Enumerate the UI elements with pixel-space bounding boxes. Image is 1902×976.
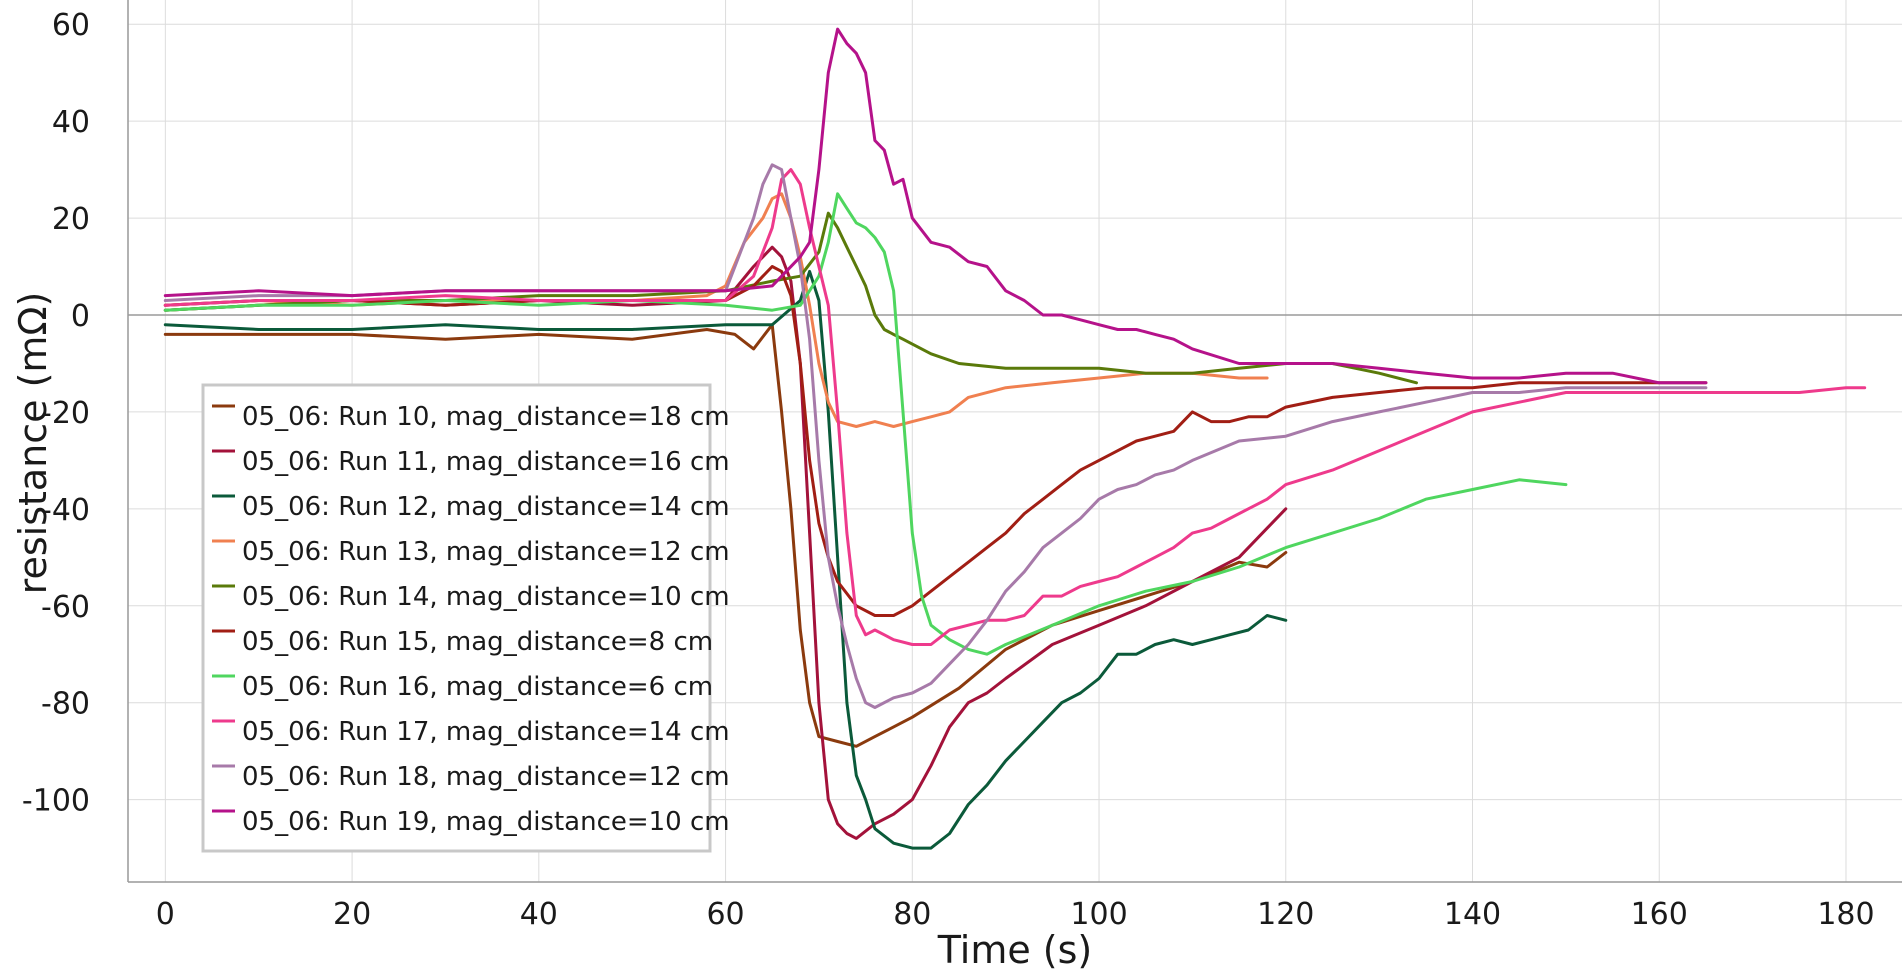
- legend-label: 05_06: Run 19, mag_distance=10 cm: [242, 807, 730, 837]
- y-tick-label: -80: [41, 687, 90, 722]
- series-line-6: [163, 265, 1708, 617]
- x-tick-label: 40: [520, 897, 558, 932]
- legend-label: 05_06: Run 16, mag_distance=6 cm: [242, 672, 713, 702]
- legend-items: 05_06: Run 10, mag_distance=18 cm 05_06: …: [212, 402, 730, 837]
- legend-label: 05_06: Run 12, mag_distance=14 cm: [242, 492, 730, 522]
- series-line-10: [163, 27, 1708, 385]
- series-lines: [163, 27, 1867, 850]
- y-tick-label: -40: [41, 493, 90, 528]
- y-tick-labels: 60 40 20 0 -20 -40 -60 -80 -100: [22, 8, 90, 818]
- x-tick-label: 80: [893, 897, 931, 932]
- series-line-5: [163, 211, 1418, 385]
- series-line-1: [163, 323, 1288, 748]
- legend-label: 05_06: Run 17, mag_distance=14 cm: [242, 717, 730, 747]
- y-tick-label: -100: [22, 784, 90, 819]
- legend-label: 05_06: Run 10, mag_distance=18 cm: [242, 402, 730, 432]
- y-tick-label: -60: [41, 590, 90, 625]
- legend-label: 05_06: Run 15, mag_distance=8 cm: [242, 627, 713, 657]
- x-tick-label: 120: [1257, 897, 1314, 932]
- y-tick-label: 20: [52, 202, 90, 237]
- x-tick-label: 140: [1444, 897, 1501, 932]
- legend-label: 05_06: Run 11, mag_distance=16 cm: [242, 447, 730, 477]
- x-tick-label: 160: [1631, 897, 1688, 932]
- x-tick-label: 0: [156, 897, 175, 932]
- x-tick-label: 60: [706, 897, 744, 932]
- series-line-7: [163, 192, 1568, 656]
- x-tick-label: 100: [1070, 897, 1127, 932]
- legend-box: [201, 383, 712, 853]
- y-tick-label: 0: [71, 299, 90, 334]
- legend-label: 05_06: Run 18, mag_distance=12 cm: [242, 762, 730, 792]
- legend-label: 05_06: Run 13, mag_distance=12 cm: [242, 537, 730, 567]
- series-line-3: [163, 269, 1288, 850]
- y-tick-label: 40: [52, 105, 90, 140]
- series-line-9: [163, 163, 1708, 709]
- x-tick-labels: 0 20 40 60 80 100 120 140 160 180: [156, 897, 1875, 932]
- x-axis-label: Time (s): [937, 928, 1093, 972]
- x-tick-label: 20: [333, 897, 371, 932]
- legend: 05_06: Run 10, mag_distance=18 cm 05_06: …: [201, 383, 730, 853]
- legend-label: 05_06: Run 14, mag_distance=10 cm: [242, 582, 730, 612]
- x-tick-label: 180: [1817, 897, 1874, 932]
- y-tick-label: -20: [41, 396, 90, 431]
- series-line-2: [163, 245, 1288, 840]
- y-axis-label: resistance (mΩ): [11, 292, 55, 595]
- y-tick-label: 60: [52, 8, 90, 43]
